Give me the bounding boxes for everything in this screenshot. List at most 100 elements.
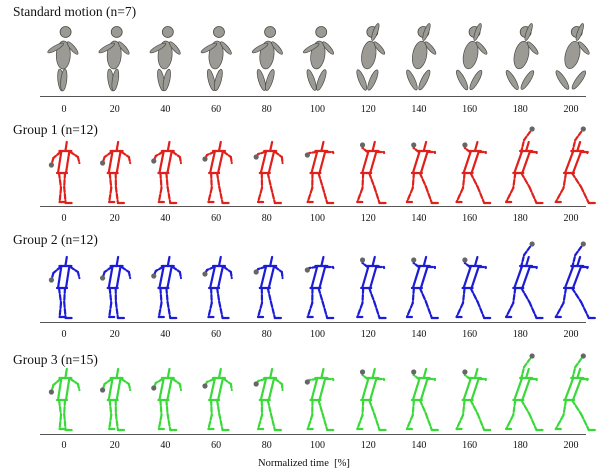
tick-label: 80 [261, 440, 272, 451]
lead-forearm [127, 382, 132, 392]
torso-segment [115, 149, 122, 175]
torso-segment [267, 376, 276, 402]
torso-segment [310, 149, 319, 175]
tick-label: 180 [512, 213, 528, 224]
tick-label: 20 [109, 104, 120, 115]
torso-segment [64, 376, 71, 402]
tick-label: 120 [360, 104, 376, 115]
tick-label: 140 [411, 440, 427, 451]
torso-segment [411, 264, 421, 290]
back-shank [58, 186, 63, 204]
front-thigh [216, 286, 221, 304]
back-thigh [210, 171, 213, 190]
front-leg [60, 68, 68, 92]
lead-forearm [586, 150, 589, 155]
back-thigh [411, 171, 415, 190]
back-leg [455, 69, 469, 91]
front-thigh [520, 171, 531, 189]
front-shank [321, 412, 329, 432]
torso-segment [56, 149, 63, 175]
back-arm [200, 42, 218, 54]
ball [529, 126, 535, 132]
torso-segment [318, 376, 327, 402]
torso-segment [158, 376, 165, 402]
ball [304, 267, 310, 273]
tick-label: 40 [160, 213, 171, 224]
lead-arm [66, 41, 79, 55]
torso-segment [571, 264, 583, 290]
lead-forearm [76, 270, 81, 280]
tick-label: 120 [360, 440, 376, 451]
back-shank [405, 301, 414, 319]
front-shank [218, 185, 224, 205]
head [315, 26, 328, 38]
back-shank [108, 413, 113, 431]
lead-forearm [76, 382, 81, 392]
neck-segment [115, 140, 120, 153]
lead-upper-arm [120, 265, 130, 274]
head [161, 26, 174, 38]
back-shank [554, 301, 565, 319]
ball [462, 142, 468, 148]
back-thigh [562, 398, 568, 417]
back-shank [356, 301, 364, 319]
ball [304, 152, 310, 158]
neck-segment [115, 255, 120, 268]
ball [462, 257, 468, 263]
raised-arm [371, 23, 380, 41]
torso-segment [259, 149, 268, 175]
tick-label: 160 [462, 213, 478, 224]
front-leg [265, 69, 275, 91]
lead-arm [169, 41, 181, 55]
front-shank [424, 300, 433, 320]
throwing-upper-arm [308, 150, 318, 155]
throwing-upper-arm [154, 265, 164, 273]
back-shank [108, 301, 113, 319]
throwing-upper-arm [103, 377, 113, 386]
front-thigh [317, 171, 324, 189]
throwing-upper-arm [308, 265, 318, 270]
neck-segment [422, 367, 428, 380]
front-shank [528, 185, 538, 205]
neck-segment [473, 367, 479, 380]
lead-forearm [229, 155, 233, 165]
front-shank [579, 185, 590, 205]
front-shank [373, 300, 381, 320]
torso-segment [361, 149, 370, 175]
lead-upper-arm [171, 265, 181, 274]
neck-segment [269, 367, 274, 380]
tick-label: 180 [512, 329, 528, 340]
tick-label: 60 [211, 213, 222, 224]
torso-segment [217, 264, 225, 290]
figure-strip [48, 241, 596, 320]
tick-label: 140 [411, 213, 427, 224]
throwing-upper-arm [205, 150, 216, 157]
torso-segment [462, 376, 473, 402]
back-thigh [461, 286, 466, 305]
back-shank [207, 301, 213, 319]
lead-forearm [280, 382, 284, 392]
ball [529, 353, 535, 359]
front-thigh [216, 398, 221, 416]
throwing-upper-arm [103, 265, 113, 274]
front-thigh [520, 398, 531, 416]
torso-segment [158, 264, 165, 290]
front-leg [316, 69, 327, 91]
back-thigh [210, 286, 213, 305]
torso-segment [513, 264, 524, 290]
throwing-upper-arm [571, 138, 577, 154]
ball [99, 160, 106, 166]
lead-forearm [280, 155, 284, 165]
neck-segment [525, 255, 530, 268]
back-thigh [159, 398, 163, 417]
ball [202, 271, 208, 277]
lead-forearm [127, 155, 132, 165]
torso-segment [267, 149, 276, 175]
neck-segment [320, 140, 325, 153]
back-thigh [411, 398, 415, 417]
back-thigh [512, 398, 517, 417]
neck-segment [64, 255, 68, 268]
back-thigh [361, 286, 365, 305]
torso-segment [563, 264, 575, 290]
torso-segment [209, 149, 217, 175]
